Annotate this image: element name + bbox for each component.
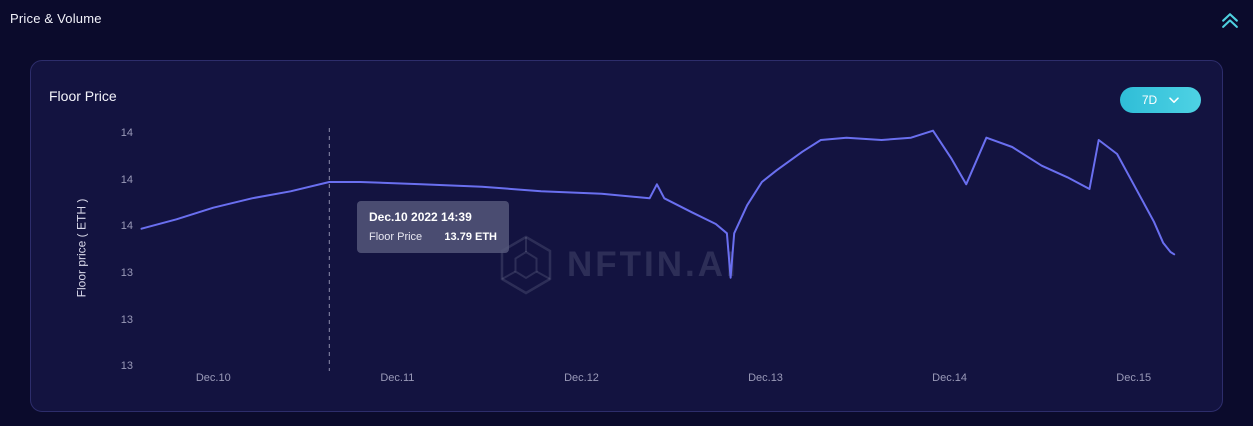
y-axis-ticks: 14 14 14 13 13 13 <box>91 126 133 373</box>
y-tick-label: 13 <box>120 267 133 279</box>
watermark: NFTIN.AI <box>499 235 739 295</box>
y-tick-label: 14 <box>120 127 133 139</box>
x-tick-label: Dec.14 <box>932 372 968 384</box>
floor-price-chart[interactable] <box>136 126 1211 371</box>
time-range-value: 7D <box>1141 93 1158 107</box>
x-tick-label: Dec.12 <box>564 372 599 384</box>
y-axis-label: Floor price ( ETH ) <box>74 198 89 298</box>
y-tick-label: 13 <box>120 313 133 326</box>
chevrons-up-icon <box>1222 13 1238 28</box>
x-tick-label: Dec.13 <box>748 372 783 384</box>
tooltip-value: 13.79 ETH <box>444 231 497 243</box>
watermark-text: NFTIN.AI <box>567 245 739 284</box>
chart-tooltip: Dec.10 2022 14:39 Floor Price 13.79 ETH <box>357 201 509 253</box>
y-tick-label: 14 <box>120 173 133 186</box>
collapse-section-button[interactable] <box>1219 9 1241 31</box>
x-tick-label: Dec.10 <box>195 372 231 384</box>
tooltip-label: Floor Price <box>369 231 423 243</box>
section-title: Price & Volume <box>10 11 102 26</box>
chevron-down-icon <box>1169 96 1179 103</box>
x-tick-label: Dec.15 <box>1116 372 1152 384</box>
floor-price-line <box>140 129 1176 279</box>
time-range-dropdown[interactable]: 7D <box>1120 87 1201 113</box>
floor-price-card: Floor Price 7D Floor price ( ETH ) 14 14 1… <box>30 60 1223 412</box>
chart-title: Floor Price <box>49 88 117 104</box>
tooltip-timestamp: Dec.10 2022 14:39 <box>369 210 472 224</box>
x-tick-label: Dec.11 <box>380 372 415 384</box>
x-axis-ticks: Dec.10 Dec.11 Dec.12 Dec.13 Dec.14 Dec.15 <box>136 372 1211 388</box>
y-tick-label: 13 <box>120 360 133 373</box>
y-tick-label: 14 <box>120 220 133 233</box>
